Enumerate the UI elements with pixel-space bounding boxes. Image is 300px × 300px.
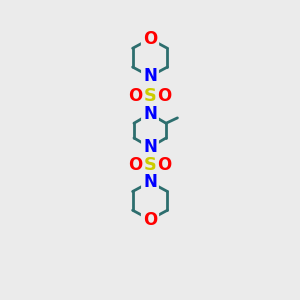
Text: N: N (143, 138, 157, 156)
Text: S: S (143, 88, 157, 106)
Text: N: N (143, 68, 157, 85)
Text: O: O (158, 88, 172, 106)
Text: O: O (128, 88, 142, 106)
Text: O: O (158, 156, 172, 174)
Text: N: N (143, 105, 157, 123)
Text: O: O (143, 211, 157, 229)
Text: O: O (143, 30, 157, 48)
Text: S: S (143, 156, 157, 174)
Text: O: O (128, 156, 142, 174)
Text: N: N (143, 173, 157, 191)
